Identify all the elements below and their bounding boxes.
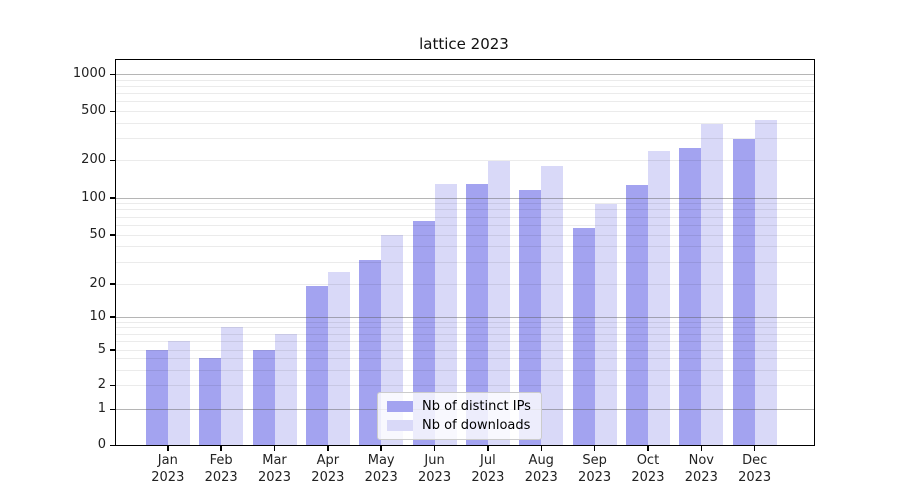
bar-distinct-ips [465, 184, 488, 445]
y-axis-tick [110, 444, 116, 446]
x-tick-label: May 2023 [364, 453, 398, 485]
legend-swatch [387, 420, 413, 431]
bar-distinct-ips [572, 227, 595, 445]
x-axis-tick [380, 445, 382, 451]
x-tick-label: Oct 2023 [631, 453, 665, 485]
y-tick-label: 20 [89, 275, 106, 291]
gridline-major [116, 74, 814, 75]
bar-distinct-ips [305, 285, 328, 445]
y-tick-label: 50 [89, 226, 106, 242]
legend-item: Nb of downloads [387, 418, 531, 433]
y-axis-tick [110, 316, 116, 318]
x-tick-label: Sep 2023 [578, 453, 612, 485]
bar-downloads [221, 327, 244, 445]
x-axis-tick [487, 445, 489, 451]
bar-downloads [594, 204, 617, 445]
y-axis-tick [110, 234, 116, 236]
x-tick-label: Mar 2023 [257, 453, 292, 485]
y-axis-tick [110, 349, 116, 351]
bar-distinct-ips [519, 189, 542, 445]
x-axis-tick [753, 445, 756, 451]
y-axis-tick [110, 408, 116, 411]
y-axis-tick [110, 73, 116, 75]
bar-downloads [754, 120, 777, 445]
x-tick-label: Feb 2023 [204, 453, 238, 485]
bar-distinct-ips [412, 220, 435, 445]
y-tick-label: 0 [97, 437, 106, 452]
x-axis-tick [540, 445, 542, 451]
y-axis-tick [110, 197, 116, 199]
x-tick-label: Aug 2023 [524, 453, 558, 485]
y-tick-label: 5 [97, 341, 106, 357]
bar-downloads [701, 123, 724, 445]
bar-distinct-ips [625, 184, 648, 445]
x-tick-label: Nov 2023 [684, 453, 718, 485]
bar-downloads [327, 271, 350, 445]
gridline-minor [116, 101, 814, 103]
bar-downloads [647, 151, 670, 445]
y-tick-label: 1000 [72, 66, 106, 81]
y-axis-tick [110, 283, 116, 285]
y-axis-tick [110, 110, 116, 112]
legend-item: Nb of distinct IPs [387, 399, 531, 414]
y-tick-label: 500 [81, 103, 106, 118]
bar-distinct-ips [679, 148, 702, 445]
x-axis-tick [167, 445, 169, 451]
legend-label: Nb of distinct IPs [422, 399, 531, 414]
bar-distinct-ips [732, 139, 755, 445]
gridline-minor [116, 85, 814, 87]
x-tick-label: Dec 2023 [738, 453, 772, 485]
x-tick-label: Jul 2023 [471, 453, 505, 485]
y-tick-label: 1 [97, 401, 106, 417]
bar-downloads [541, 165, 564, 445]
chart-title: lattice 2023 [419, 35, 509, 53]
x-axis-tick [273, 445, 276, 451]
x-axis-tick [220, 445, 222, 451]
y-tick-label: 100 [81, 189, 106, 205]
x-axis-tick [433, 445, 436, 451]
y-tick-label: 2 [97, 377, 106, 393]
gridline-minor [116, 111, 814, 112]
bar-distinct-ips [145, 349, 168, 445]
y-tick-label: 10 [89, 308, 106, 324]
bar-downloads [167, 341, 190, 445]
gridline-minor [116, 79, 814, 81]
x-axis-tick [647, 445, 649, 451]
x-axis-tick [593, 445, 596, 451]
legend-label: Nb of downloads [422, 418, 531, 433]
legend: Nb of distinct IPs Nb of downloads [377, 392, 542, 440]
x-axis-tick [700, 445, 703, 451]
x-tick-label: Apr 2023 [311, 453, 345, 485]
x-axis-tick [327, 445, 329, 451]
gridline-minor [116, 93, 814, 95]
y-axis-tick [110, 384, 116, 387]
y-tick-label: 200 [81, 152, 106, 167]
x-tick-label: Jun 2023 [418, 453, 452, 485]
bar-downloads [274, 333, 297, 445]
legend-swatch [387, 401, 413, 412]
bar-downloads [487, 161, 510, 445]
x-tick-label: Jan 2023 [151, 453, 185, 485]
bar-distinct-ips [199, 358, 222, 445]
bar-distinct-ips [359, 260, 382, 445]
bar-downloads [434, 184, 457, 445]
bar-distinct-ips [252, 349, 275, 445]
plot-area: 1000 500 200 100 50 20 10 5 2 1 0 Jan 2023 Feb 2023 Mar… [73, 59, 815, 485]
y-axis-tick [110, 159, 116, 161]
